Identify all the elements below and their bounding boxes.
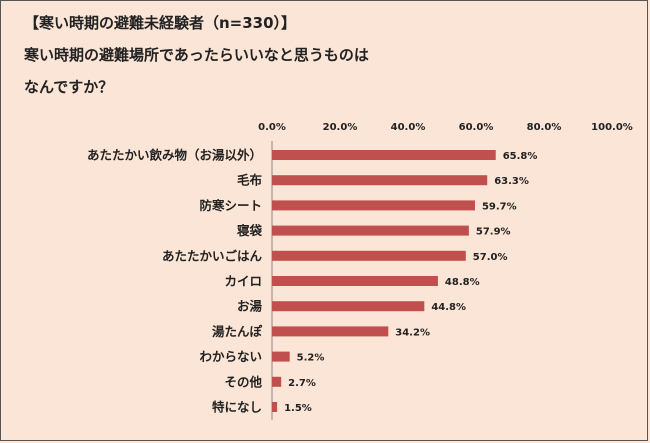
category-label: 防寒シート [199, 198, 262, 213]
bar [272, 175, 488, 186]
bar [272, 351, 290, 362]
x-tick-label: 40.0% [391, 122, 426, 133]
x-tick-label: 0.0% [258, 122, 286, 133]
category-label: 毛布 [237, 173, 263, 188]
data-label: 5.2% [297, 353, 325, 364]
data-label: 65.8% [503, 151, 538, 162]
bar [272, 376, 282, 387]
x-tick-label: 20.0% [323, 122, 358, 133]
bar [272, 250, 466, 261]
category-label: 寝袋 [237, 223, 263, 238]
category-label: お湯 [237, 299, 263, 314]
data-label: 1.5% [284, 403, 312, 414]
data-label: 2.7% [288, 378, 316, 389]
category-label: あたたかい飲み物（お湯以外） [87, 148, 262, 163]
data-label: 59.7% [482, 201, 517, 212]
bar [272, 150, 496, 160]
chart-title-line-1: 【寒い時期の避難未経験者（n=330）】 [24, 14, 297, 32]
bar [272, 225, 469, 236]
bar [272, 326, 389, 337]
x-tick-label: 100.0% [591, 122, 633, 133]
data-label: 48.8% [445, 277, 480, 288]
category-label: 湯たんぽ [212, 324, 263, 339]
bar [272, 276, 438, 286]
data-label: 57.0% [473, 252, 508, 263]
chart-title-line-3: なんですか？ [24, 78, 114, 96]
data-label: 57.9% [476, 227, 511, 238]
category-label: わからない [199, 349, 262, 364]
category-label: あたたかいごはん [162, 248, 263, 263]
category-label: その他 [224, 374, 262, 389]
data-label: 63.3% [494, 176, 529, 187]
chart-title-line-2: 寒い時期の避難場所であったらいいなと思うものは [24, 46, 369, 64]
data-label: 44.8% [431, 302, 466, 313]
bar [272, 200, 475, 211]
bar [272, 402, 278, 412]
category-label: カイロ [224, 274, 262, 289]
x-tick-label: 80.0% [527, 122, 562, 133]
x-tick-label: 60.0% [459, 122, 494, 133]
category-label: 特になし [212, 400, 262, 415]
bar [272, 301, 425, 312]
data-label: 34.2% [395, 327, 430, 338]
